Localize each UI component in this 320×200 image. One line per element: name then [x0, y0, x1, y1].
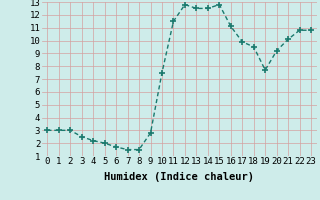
X-axis label: Humidex (Indice chaleur): Humidex (Indice chaleur)	[104, 172, 254, 182]
